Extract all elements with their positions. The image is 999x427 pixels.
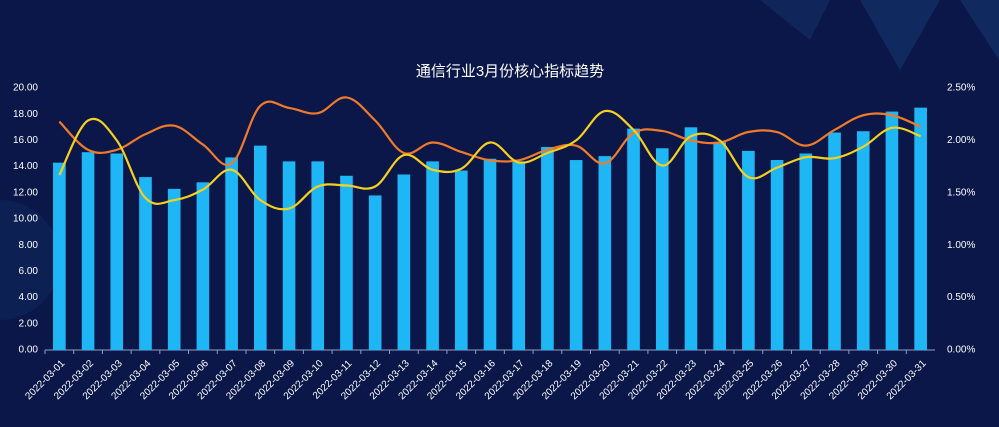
bar — [684, 127, 698, 350]
bar — [397, 174, 411, 350]
bar — [426, 161, 439, 350]
y-tick-label: 20.00 — [13, 83, 38, 94]
bar — [799, 153, 813, 350]
y2-tick-label: 1.50% — [947, 187, 975, 198]
y2-tick-label: 0.00% — [947, 345, 975, 356]
bar — [914, 107, 927, 351]
bar — [770, 160, 784, 350]
bar — [483, 158, 497, 350]
line — [58, 96, 922, 167]
y-tick-label: 16.00 — [13, 135, 38, 146]
y2-tick-label: 2.50% — [947, 83, 975, 94]
bar — [454, 170, 468, 350]
bar — [282, 161, 296, 350]
y-tick-label: 4.00 — [19, 292, 39, 303]
bar — [225, 157, 238, 350]
y-tick-label: 0.00 — [19, 345, 39, 356]
y-tick-label: 12.00 — [13, 187, 38, 198]
bar — [885, 111, 899, 350]
bar — [196, 182, 210, 350]
bar — [110, 153, 124, 350]
bar — [742, 150, 755, 350]
y-tick-label: 10.00 — [13, 214, 38, 225]
bar — [512, 161, 526, 350]
y-tick-label: 2.00 — [19, 318, 39, 329]
bar — [81, 152, 95, 350]
y-tick-label: 18.00 — [13, 109, 38, 120]
bar — [254, 145, 267, 350]
bar — [828, 132, 841, 350]
y-tick-label: 8.00 — [19, 240, 39, 251]
bar — [713, 141, 726, 350]
background-decor — [0, 0, 999, 320]
bar — [627, 128, 640, 350]
y2-tick-label: 2.00% — [947, 135, 975, 146]
bar — [53, 162, 66, 350]
bar — [569, 160, 583, 350]
bar — [541, 146, 554, 350]
bar — [167, 188, 181, 350]
bar — [311, 161, 325, 350]
bar — [368, 195, 382, 350]
y-tick-label: 14.00 — [13, 161, 38, 172]
bar — [856, 131, 870, 350]
bar — [139, 177, 152, 350]
y2-tick-label: 1.00% — [947, 240, 975, 251]
chart-title: 通信行业3月份核心指标趋势 — [416, 63, 604, 80]
bar — [598, 156, 612, 350]
y2-tick-label: 0.50% — [947, 292, 975, 303]
y-tick-label: 6.00 — [19, 266, 39, 277]
bar — [655, 148, 669, 350]
line — [58, 109, 922, 211]
bar — [340, 175, 353, 350]
